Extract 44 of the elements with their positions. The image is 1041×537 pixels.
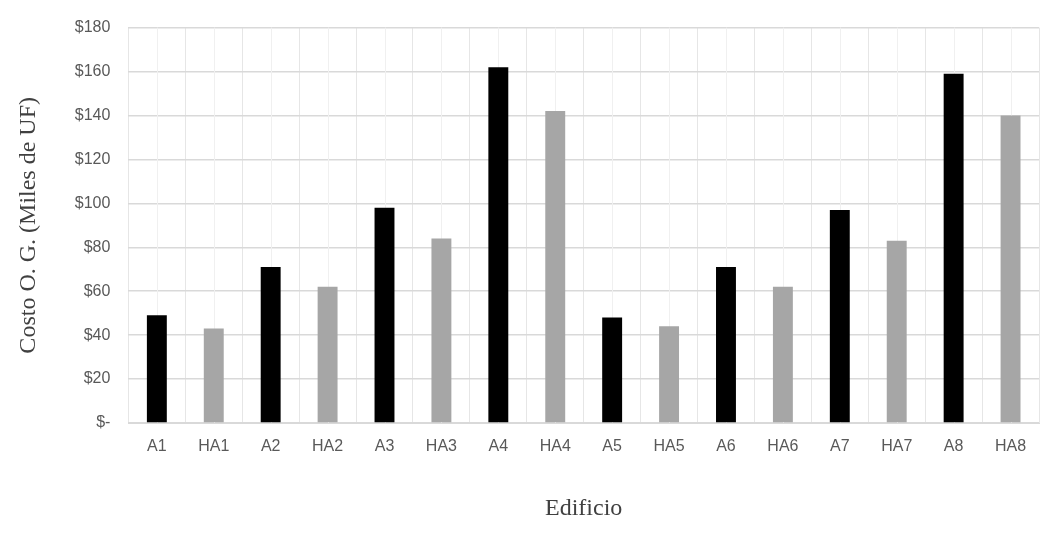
bar [716,267,736,423]
x-tick-label: HA6 [767,437,799,455]
bar [829,209,850,423]
y-tick-label: $20 [83,369,111,387]
y-axis-title: Costo O. G. (Miles de UF) [13,96,40,354]
bar [772,286,793,423]
y-tick-label: $120 [74,149,111,167]
y-tick-label: $40 [83,325,111,343]
x-tick-label: HA7 [881,437,913,455]
bar [374,207,395,423]
y-tick-label: $100 [74,193,111,211]
y-tick-label: $- [96,413,111,431]
bar [659,326,680,423]
y-tick-label: $160 [74,61,111,79]
x-tick-label: HA5 [653,437,685,455]
bar [1000,115,1021,423]
bar [431,238,452,423]
bar [488,67,509,423]
x-tick-label: HA2 [312,437,344,455]
x-tick-label: A3 [374,437,395,455]
x-tick-label: HA3 [425,437,458,455]
y-tick-label: $180 [74,18,111,36]
y-tick-label: $60 [83,281,111,299]
bar [317,286,338,423]
bar [260,267,281,423]
x-tick-label: A6 [716,437,736,455]
x-tick-label: A7 [830,437,850,455]
bar [203,328,224,423]
x-tick-label: HA4 [539,437,571,455]
x-axis-title: Edificio [545,493,623,520]
bar [602,317,623,423]
x-tick-label: A5 [602,437,623,455]
x-tick-label: A8 [943,437,964,455]
x-tick-label: A4 [488,437,509,455]
bar [146,315,167,423]
x-tick-label: A1 [147,437,167,455]
y-tick-label: $140 [74,105,111,123]
x-tick-label: HA1 [198,437,230,455]
x-tick-label: HA8 [994,437,1027,455]
y-tick-label: $80 [83,237,111,255]
bar [545,111,566,423]
bar [943,73,964,423]
bar [886,240,907,423]
x-tick-label: A2 [260,437,281,455]
